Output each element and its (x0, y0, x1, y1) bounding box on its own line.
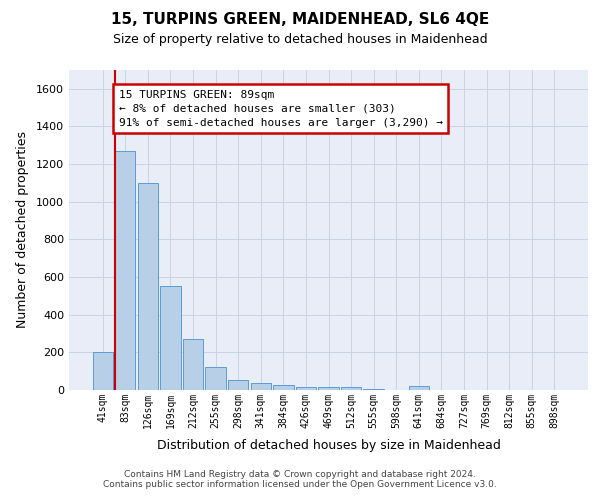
Bar (92, 352, 113, 390)
Bar (228, 380, 248, 390)
Bar (115, 151, 136, 390)
Bar (319, 387, 338, 390)
Bar (205, 368, 226, 390)
Text: Contains HM Land Registry data © Crown copyright and database right 2024.
Contai: Contains HM Land Registry data © Crown c… (103, 470, 497, 489)
Bar (138, 183, 158, 390)
Bar (160, 286, 181, 390)
Text: 15 TURPINS GREEN: 89sqm
← 8% of detached houses are smaller (303)
91% of semi-de: 15 TURPINS GREEN: 89sqm ← 8% of detached… (119, 90, 443, 128)
Y-axis label: Number of detached properties: Number of detached properties (16, 132, 29, 328)
X-axis label: Distribution of detached houses by size in Maidenhead: Distribution of detached houses by size … (157, 439, 500, 452)
Text: 15, TURPINS GREEN, MAIDENHEAD, SL6 4QE: 15, TURPINS GREEN, MAIDENHEAD, SL6 4QE (111, 12, 489, 28)
Bar (364, 389, 384, 390)
Bar (296, 386, 316, 390)
Text: Size of property relative to detached houses in Maidenhead: Size of property relative to detached ho… (113, 32, 487, 46)
Bar (273, 386, 293, 390)
Bar (341, 387, 361, 390)
Bar (251, 384, 271, 390)
Bar (183, 339, 203, 390)
Bar (409, 386, 429, 390)
